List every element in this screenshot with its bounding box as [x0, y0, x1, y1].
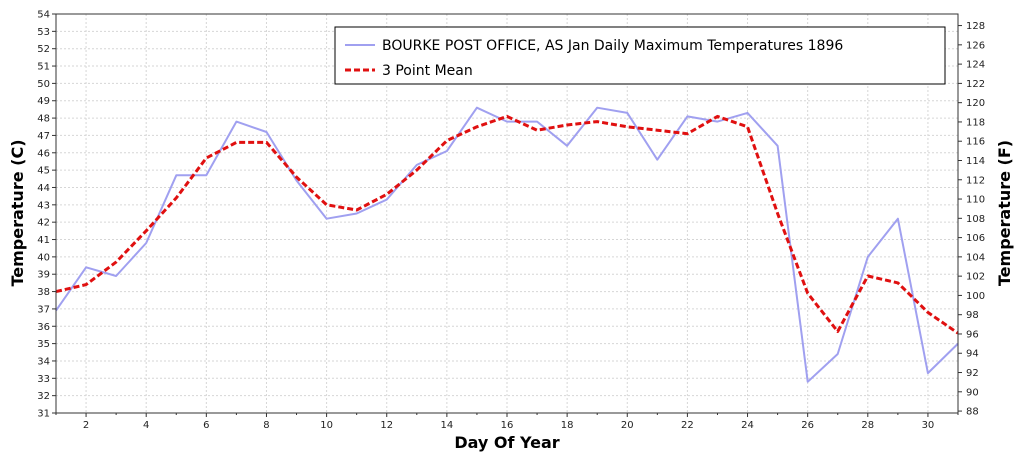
series-layer	[55, 106, 959, 383]
right-y-axis: 88 90 92 94 96 98 100 102 104 106 108 110 112 114 116 1…	[958, 21, 985, 418]
left-y-tick-label: 41	[37, 235, 50, 246]
left-y-tick-label: 54	[37, 10, 50, 21]
x-tick-label: 8	[263, 420, 269, 431]
right-y-tick-label: 96	[966, 329, 979, 340]
x-tick-label: 6	[203, 420, 209, 431]
grid-layer	[56, 14, 958, 413]
series-line-daily-max	[55, 106, 959, 383]
x-tick-label: 16	[501, 420, 514, 431]
left-y-tick-label: 46	[37, 148, 50, 159]
left-y-tick-label: 37	[37, 304, 50, 315]
right-y-tick-label: 120	[966, 98, 985, 109]
right-y-tick-label: 88	[966, 407, 979, 418]
right-y-tick-label: 122	[966, 79, 985, 90]
left-y-tick-label: 53	[37, 27, 50, 38]
x-tick-label: 24	[741, 420, 754, 431]
x-tick-label: 22	[681, 420, 694, 431]
x-tick-label: 14	[440, 420, 453, 431]
left-y-tick-label: 51	[37, 62, 50, 73]
legend-box	[334, 26, 946, 85]
x-tick-label: 28	[861, 420, 874, 431]
legend: BOURKE POST OFFICE, AS Jan Daily Maximum…	[334, 26, 946, 85]
right-y-tick-label: 110	[966, 195, 985, 206]
x-tick-label: 18	[561, 420, 574, 431]
x-axis-title: Day Of Year	[454, 433, 559, 452]
right-y-tick-label: 118	[966, 117, 985, 128]
right-y-tick-label: 108	[966, 214, 985, 225]
left-y-tick-label: 40	[37, 252, 50, 263]
left-y-tick-label: 47	[37, 131, 50, 142]
series-line-3pt-mean	[55, 114, 959, 335]
left-y-tick-label: 48	[37, 114, 50, 125]
left-y-tick-label: 42	[37, 218, 50, 229]
x-tick-label: 2	[83, 420, 89, 431]
left-y-tick-label: 52	[37, 44, 50, 55]
right-y-tick-label: 112	[966, 175, 985, 186]
legend-label-3pt-mean: 3 Point Mean	[382, 63, 473, 79]
right-y-tick-label: 116	[966, 137, 985, 148]
right-y-tick-label: 124	[966, 60, 985, 71]
legend-label-daily-max: BOURKE POST OFFICE, AS Jan Daily Maximum…	[382, 38, 843, 54]
left-y-tick-label: 43	[37, 200, 50, 211]
right-y-tick-label: 98	[966, 310, 979, 321]
right-y-tick-label: 94	[966, 349, 979, 360]
left-y-tick-label: 31	[37, 409, 50, 420]
right-y-tick-label: 104	[966, 252, 985, 263]
left-y-axis-title: Temperature (C)	[8, 139, 27, 286]
left-y-tick-label: 32	[37, 391, 50, 402]
right-y-tick-label: 90	[966, 387, 979, 398]
left-y-tick-label: 49	[37, 96, 50, 107]
right-y-tick-label: 106	[966, 233, 985, 244]
right-y-axis-title: Temperature (F)	[995, 140, 1014, 286]
right-y-tick-label: 114	[966, 156, 985, 167]
left-y-tick-label: 39	[37, 270, 50, 281]
right-y-tick-label: 100	[966, 291, 985, 302]
right-y-tick-label: 102	[966, 272, 985, 283]
x-axis: 2 4 6 8 10 12 14 16 18 20 22 24 26 28 30	[55, 413, 959, 431]
x-tick-label: 12	[380, 420, 393, 431]
x-tick-label: 10	[320, 420, 333, 431]
right-y-tick-label: 126	[966, 40, 985, 51]
right-y-tick-label: 128	[966, 21, 985, 32]
x-tick-label: 30	[922, 420, 935, 431]
left-y-tick-label: 33	[37, 374, 50, 385]
left-y-tick-label: 50	[37, 79, 50, 90]
x-tick-label: 20	[621, 420, 634, 431]
left-y-tick-label: 35	[37, 339, 50, 350]
left-y-axis: 31 32 33 34 35 36 37 38 39 40 41 42 43 44 45 46 47 48 49 50…	[37, 10, 56, 420]
right-y-tick-label: 92	[966, 368, 979, 379]
left-y-tick-label: 36	[37, 322, 50, 333]
left-y-tick-label: 45	[37, 166, 50, 177]
left-y-tick-label: 34	[37, 356, 50, 367]
x-tick-label: 26	[801, 420, 814, 431]
left-y-tick-label: 38	[37, 287, 50, 298]
x-tick-label: 4	[143, 420, 149, 431]
left-y-tick-label: 44	[37, 183, 50, 194]
